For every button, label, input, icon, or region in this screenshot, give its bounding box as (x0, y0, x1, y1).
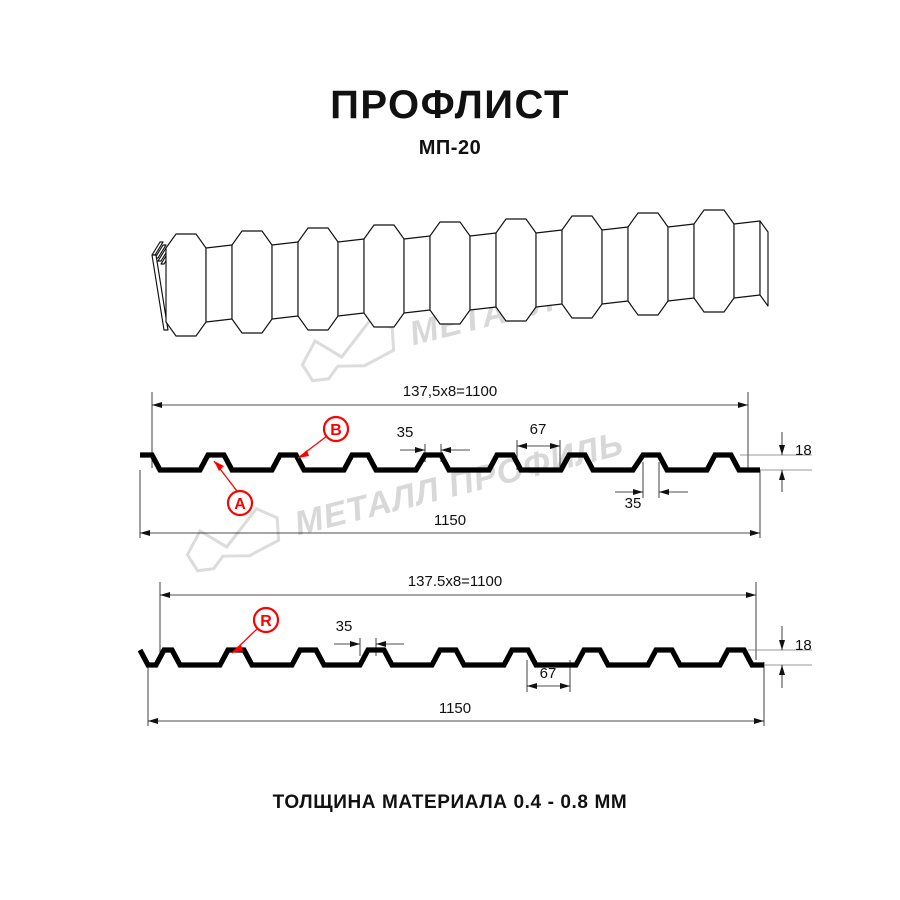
marker-label-r: R (260, 613, 272, 630)
arrow-head (746, 592, 756, 598)
arrow-head (550, 443, 560, 449)
arrow-head (376, 641, 386, 647)
arrow-head (415, 447, 425, 453)
marker-label-a: A (234, 496, 246, 513)
leader-arrow-r (232, 645, 243, 653)
arrow-head (527, 683, 537, 689)
watermark-logo-icon (300, 316, 396, 383)
leader-line-r (231, 627, 259, 654)
arrow-head (517, 443, 527, 449)
dimension-lines-bottom (147, 582, 812, 726)
arrow-head (738, 402, 748, 408)
page-title: ПРОФЛИСТ (330, 83, 570, 127)
marker-circle-b (322, 415, 350, 443)
edge-side (151, 254, 169, 331)
arrow-head (750, 530, 760, 536)
arrow-head (779, 445, 785, 455)
arrow-head (560, 683, 570, 689)
dim-bottom-flat-top: 35 (625, 495, 642, 512)
arrow-head (779, 665, 785, 675)
watermark-logo-icon (185, 506, 281, 573)
wave-end (759, 220, 769, 307)
dim-top-flat-top: 35 (397, 424, 414, 441)
marker-circle-r (252, 606, 280, 634)
arrow-head (633, 489, 643, 495)
dim-valley-flat-bottom: 67 (540, 665, 557, 682)
dim-height-top: 18 (795, 442, 812, 459)
material-thickness-note: ТОЛЩИНА МАТЕРИАЛА 0.4 - 0.8 ММ (272, 792, 628, 813)
dim-pitch-total-top: 137,5x8=1100 (403, 383, 497, 400)
arrow-head (160, 592, 170, 598)
arrow-head (659, 489, 669, 495)
dimension-lines-top (139, 392, 812, 538)
arrow-head (779, 470, 785, 480)
page-subtitle: МП-20 (418, 137, 482, 159)
marker-label-b: B (330, 422, 342, 439)
dim-valley-flat-top: 67 (530, 421, 547, 438)
dim-overall-width-top: 1150 (434, 512, 466, 529)
profile-outline-bottom (137, 647, 764, 668)
arrow-head (441, 447, 451, 453)
profile-outline-top (140, 452, 760, 473)
isometric-profile (151, 209, 769, 337)
leader-arrow-a (214, 461, 224, 471)
leader-arrow-b (298, 450, 309, 458)
arrow-head (148, 718, 158, 724)
title-block: ПРОФЛИСТ МП-20 (0, 84, 900, 160)
dim-overall-width-bottom: 1150 (439, 700, 471, 717)
arrow-head (754, 718, 764, 724)
arrow-head (350, 641, 360, 647)
dim-top-flat-bottom: 35 (336, 618, 353, 635)
arrow-head (140, 530, 150, 536)
dim-height-bottom: 18 (795, 637, 812, 654)
arrow-head (152, 402, 162, 408)
callout-markers-top: A B (213, 415, 350, 517)
arrow-head (779, 640, 785, 650)
marker-circle-a (226, 489, 254, 517)
dim-pitch-total-bottom: 137.5x8=1100 (408, 573, 502, 590)
callout-markers-bottom: R (231, 606, 280, 654)
